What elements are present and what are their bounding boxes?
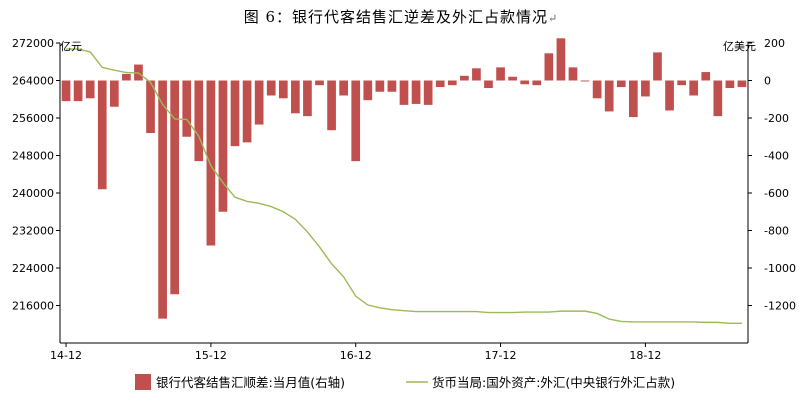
bar-24 (351, 80, 361, 162)
bar-14 (230, 80, 240, 147)
bar-20 (303, 80, 312, 117)
legend-bar-label: 银行代客结售汇顺差:当月值(右轴) (156, 375, 345, 390)
left-tick-label-264000: 264000 (12, 75, 54, 88)
bar-13 (218, 80, 228, 212)
bar-2 (85, 80, 95, 99)
axes: 216000 224000 232000 240000 248000 256000 2640… (12, 37, 796, 362)
left-tick-label-240000: 240000 (12, 187, 54, 200)
left-tick-label-232000: 232000 (12, 225, 54, 238)
x-tick-label-18-12: 18-12 (629, 349, 661, 362)
bar-31 (435, 80, 445, 88)
bar-series (61, 38, 747, 319)
x-tick-label-15-12: 15-12 (195, 349, 227, 362)
legend: 银行代客结售汇顺差:当月值(右轴) 货币当局:国外资产:外汇(中央银行外汇占款) (135, 374, 675, 390)
left-tick-label-272000: 272000 (12, 37, 54, 50)
bar-23 (339, 80, 348, 96)
fx-reserve-line (66, 48, 742, 325)
bar-43 (580, 80, 590, 82)
right-tick-label--400: -400 (764, 150, 789, 163)
bar-4 (109, 80, 119, 107)
bar-41 (556, 38, 566, 81)
bar-54 (713, 80, 723, 117)
bar-32 (447, 80, 457, 86)
bar-0 (61, 80, 71, 102)
line-series (66, 48, 742, 325)
bar-21 (315, 80, 324, 86)
bar-44 (592, 80, 602, 99)
bar-12 (206, 80, 216, 246)
bar-22 (327, 80, 336, 131)
bar-53 (701, 72, 711, 81)
bar-28 (399, 80, 409, 105)
paragraph-mark: ↵ (548, 12, 559, 25)
bar-52 (689, 80, 699, 96)
bar-11 (194, 80, 204, 162)
right-tick-label--800: -800 (764, 225, 789, 238)
left-tick-label-248000: 248000 (12, 150, 54, 163)
right-tick-label-0: 0 (764, 75, 771, 88)
bar-30 (423, 80, 433, 105)
bar-29 (411, 80, 421, 104)
bar-46 (616, 80, 626, 88)
bar-42 (568, 67, 578, 81)
bar-1 (73, 80, 83, 102)
chart-title: 图 6：银行代客结售汇逆差及外汇占款情况↵ (0, 6, 802, 27)
left-tick-label-224000: 224000 (12, 262, 54, 275)
bar-19 (291, 80, 300, 114)
bar-50 (665, 80, 674, 111)
bar-10 (182, 80, 192, 137)
right-tick-label--1000: -1000 (764, 262, 796, 275)
bar-27 (387, 80, 397, 92)
bar-49 (653, 52, 662, 81)
bar-56 (737, 80, 747, 88)
right-tick-label--1200: -1200 (764, 300, 796, 313)
bar-9 (170, 80, 180, 295)
bar-33 (460, 75, 469, 81)
bar-15 (242, 80, 252, 143)
bar-5 (122, 73, 131, 81)
x-tick-label-14-12: 14-12 (50, 349, 82, 362)
bar-55 (725, 80, 735, 88)
bar-18 (278, 80, 288, 99)
chart-title-text: 图 6：银行代客结售汇逆差及外汇占款情况 (243, 8, 549, 26)
bar-16 (254, 80, 264, 125)
x-tick-label-16-12: 16-12 (340, 349, 372, 362)
bar-45 (604, 80, 614, 112)
right-tick-label--600: -600 (764, 187, 789, 200)
legend-bar-swatch (135, 374, 151, 390)
left-axis-unit: 亿元 (60, 40, 82, 53)
bar-47 (628, 80, 638, 118)
right-axis-unit: 亿美元 (723, 40, 756, 53)
left-tick-label-256000: 256000 (12, 112, 54, 125)
right-tick-label--200: -200 (764, 112, 789, 125)
bar-38 (520, 80, 530, 85)
bar-8 (158, 80, 167, 319)
left-tick-label-216000: 216000 (12, 300, 54, 313)
bar-39 (532, 80, 542, 86)
bar-40 (544, 53, 554, 81)
bar-34 (472, 68, 481, 81)
bar-36 (496, 67, 505, 81)
bar-48 (641, 80, 650, 97)
x-tick-label-17-12: 17-12 (485, 349, 517, 362)
bar-35 (484, 80, 493, 88)
bar-17 (266, 80, 276, 96)
legend-line-label: 货币当局:国外资产:外汇(中央银行外汇占款) (432, 375, 675, 390)
bar-26 (375, 80, 385, 92)
bar-37 (508, 76, 517, 81)
bar-7 (146, 80, 155, 133)
bar-51 (677, 80, 686, 86)
right-tick-label-200: 200 (764, 37, 785, 50)
bar-3 (97, 80, 107, 190)
bar-25 (363, 80, 373, 101)
